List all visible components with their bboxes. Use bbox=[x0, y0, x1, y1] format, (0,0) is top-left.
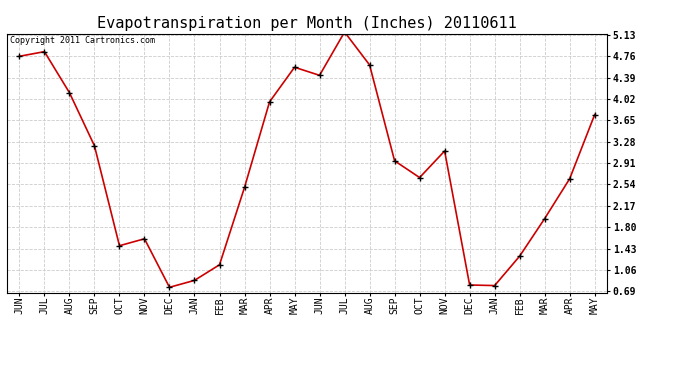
Title: Evapotranspiration per Month (Inches) 20110611: Evapotranspiration per Month (Inches) 20… bbox=[97, 16, 517, 31]
Text: Copyright 2011 Cartronics.com: Copyright 2011 Cartronics.com bbox=[10, 36, 155, 45]
